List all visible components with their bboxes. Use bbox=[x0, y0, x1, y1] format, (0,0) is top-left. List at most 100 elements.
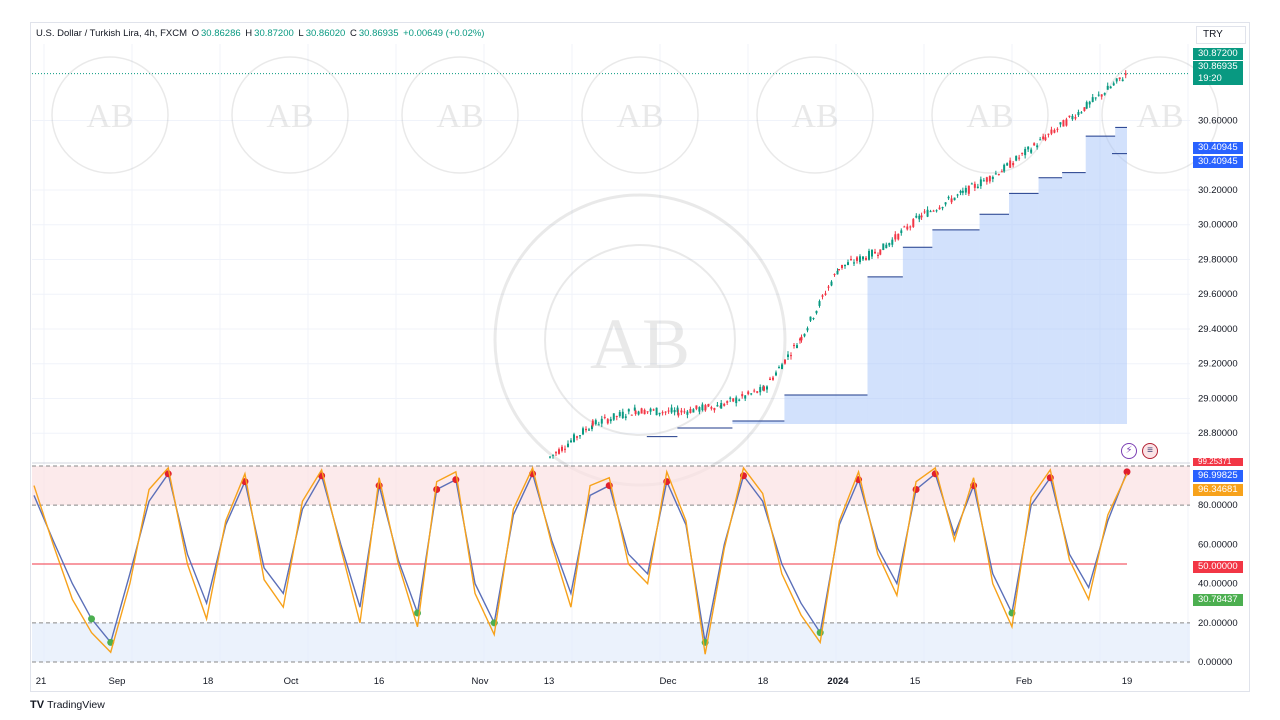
candle-body bbox=[818, 301, 821, 306]
candle-body bbox=[1085, 102, 1088, 109]
candle-body bbox=[1027, 146, 1030, 150]
osc-axis-tick: 40.00000 bbox=[1198, 579, 1238, 590]
price-axis-tick: 29.20000 bbox=[1198, 359, 1238, 370]
candle-body bbox=[692, 409, 695, 413]
candle-body bbox=[720, 402, 723, 409]
time-axis-tick: 16 bbox=[374, 676, 385, 687]
candle-body bbox=[944, 202, 947, 205]
candle-body bbox=[621, 411, 624, 419]
candle-body bbox=[1033, 143, 1036, 146]
candle-body bbox=[1009, 160, 1012, 168]
candle-body bbox=[920, 215, 923, 218]
candle-body bbox=[847, 262, 849, 265]
candle-body bbox=[549, 456, 551, 458]
candle-body bbox=[1059, 122, 1062, 125]
candle-body bbox=[649, 408, 652, 412]
watermark-logo: AB AB AB AB AB AB AB AB bbox=[51, 56, 1219, 487]
candle-body bbox=[627, 409, 630, 412]
candle-body bbox=[600, 418, 603, 424]
candle-body bbox=[612, 413, 615, 420]
price-tag-last: 30.86935 bbox=[1193, 61, 1243, 73]
candle-body bbox=[1012, 162, 1015, 166]
stop-fill-step bbox=[979, 214, 1010, 424]
candle-body bbox=[800, 336, 803, 341]
candle-body bbox=[806, 328, 809, 331]
price-axis-tick: 30.60000 bbox=[1198, 115, 1238, 126]
candle-body bbox=[677, 412, 680, 416]
candle-body bbox=[726, 401, 729, 403]
watermark-small-ring bbox=[401, 56, 519, 174]
candle-body bbox=[833, 274, 836, 276]
time-axis-tick: Dec bbox=[660, 676, 677, 687]
candle-body bbox=[897, 233, 900, 240]
time-axis-tick: 19 bbox=[1122, 676, 1133, 687]
stop-fill-step bbox=[1038, 177, 1063, 424]
candle-body bbox=[953, 197, 956, 201]
candle-body bbox=[707, 404, 710, 407]
candle-body bbox=[1074, 117, 1077, 119]
candle-body bbox=[812, 318, 815, 320]
candle-body bbox=[747, 391, 750, 395]
candle-body bbox=[738, 399, 741, 401]
time-axis-tick: 21 bbox=[36, 676, 47, 687]
candle-body bbox=[558, 449, 560, 454]
candle-body bbox=[683, 411, 686, 413]
candle-body bbox=[594, 420, 597, 425]
osc-tag-top: 99.25371 bbox=[1193, 458, 1243, 466]
stop-fill-step bbox=[867, 276, 903, 424]
us-flag-icon[interactable]: ≡ bbox=[1142, 443, 1158, 459]
candle-body bbox=[769, 378, 771, 380]
candle-body bbox=[667, 410, 670, 412]
candle-body bbox=[781, 364, 783, 370]
tradingview-mark-icon: TV bbox=[30, 699, 45, 711]
candle-body bbox=[862, 256, 864, 260]
candle-body bbox=[1068, 115, 1071, 117]
candle-body bbox=[673, 409, 676, 413]
stop-fill-step bbox=[932, 229, 980, 424]
legend-close-label: C bbox=[349, 28, 357, 39]
candle-body bbox=[664, 411, 667, 413]
price-axis-tick: 30.00000 bbox=[1198, 220, 1238, 231]
candle-body bbox=[1006, 163, 1009, 166]
osc-tag-mid: 50.00000 bbox=[1193, 561, 1243, 573]
watermark-ring-inner bbox=[544, 244, 736, 436]
candle-body bbox=[888, 242, 891, 246]
candle-body bbox=[723, 403, 726, 406]
candle-body bbox=[1077, 112, 1080, 116]
candle-body bbox=[929, 211, 932, 213]
time-axis-tick: Feb bbox=[1016, 676, 1032, 687]
candle-body bbox=[597, 424, 600, 426]
candle-body bbox=[759, 387, 762, 393]
candle-body bbox=[710, 407, 713, 409]
candle-body bbox=[853, 262, 855, 264]
overbought-dot bbox=[1123, 468, 1131, 476]
candle-body bbox=[640, 408, 643, 414]
candle-body bbox=[606, 419, 609, 424]
candle-body bbox=[891, 239, 894, 245]
candle-body bbox=[836, 270, 839, 275]
candle-body bbox=[1103, 93, 1106, 95]
candle-body bbox=[1071, 115, 1074, 120]
candle-body bbox=[1042, 136, 1045, 140]
candle-body bbox=[552, 454, 554, 456]
candle-body bbox=[573, 434, 575, 442]
candle-body bbox=[1118, 77, 1121, 79]
currency-button[interactable]: TRY bbox=[1196, 26, 1246, 44]
price-axis-tick: 29.80000 bbox=[1198, 254, 1238, 265]
candles bbox=[549, 70, 1127, 459]
candle-body bbox=[1115, 78, 1118, 82]
candle-body bbox=[906, 226, 909, 230]
candle-body bbox=[793, 345, 795, 347]
candle-body bbox=[824, 293, 827, 295]
watermark-small-ring bbox=[51, 56, 169, 174]
candle-body bbox=[735, 397, 738, 404]
candle-body bbox=[615, 415, 618, 417]
candle-body bbox=[935, 210, 938, 212]
candle-body bbox=[570, 440, 572, 443]
candle-body bbox=[695, 405, 698, 409]
price-axis-tick: 29.40000 bbox=[1198, 324, 1238, 335]
candle-body bbox=[1053, 129, 1056, 133]
lightning-icon[interactable]: ⚡ bbox=[1121, 443, 1137, 459]
candle-body bbox=[698, 407, 701, 412]
